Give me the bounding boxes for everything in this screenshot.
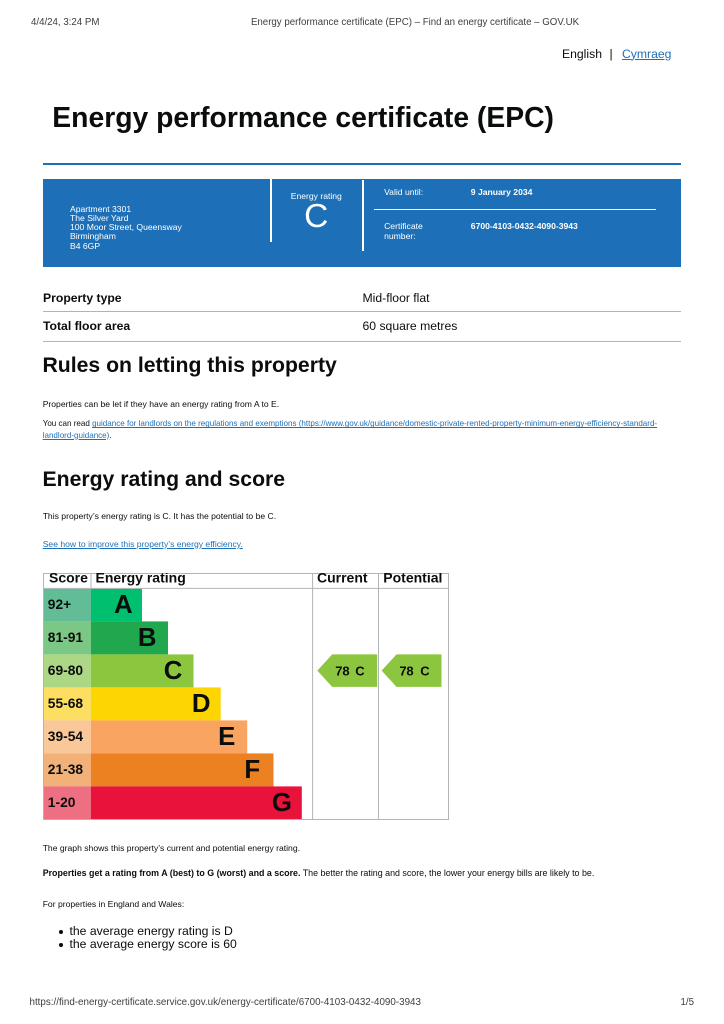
svg-text:B: B [138, 624, 157, 652]
svg-text:Score: Score [49, 573, 88, 586]
svg-text:C: C [420, 664, 430, 679]
svg-text:D: D [192, 690, 211, 718]
svg-text:C: C [355, 664, 365, 679]
svg-text:39-54: 39-54 [48, 729, 84, 744]
svg-text:C: C [164, 657, 183, 685]
svg-text:81-91: 81-91 [48, 630, 84, 645]
svg-text:Potential: Potential [383, 573, 442, 586]
svg-text:92+: 92+ [48, 597, 71, 612]
svg-text:78: 78 [399, 664, 413, 679]
svg-text:1-20: 1-20 [48, 795, 76, 810]
svg-text:78: 78 [335, 664, 349, 679]
svg-text:55-68: 55-68 [48, 696, 84, 711]
svg-text:69-80: 69-80 [48, 663, 84, 678]
svg-text:Energy rating: Energy rating [96, 573, 186, 586]
svg-text:E: E [218, 723, 235, 751]
svg-text:G: G [272, 789, 292, 817]
svg-text:F: F [244, 756, 260, 784]
svg-text:Current: Current [317, 573, 368, 586]
svg-text:21-38: 21-38 [48, 762, 84, 777]
svg-text:A: A [114, 591, 133, 619]
